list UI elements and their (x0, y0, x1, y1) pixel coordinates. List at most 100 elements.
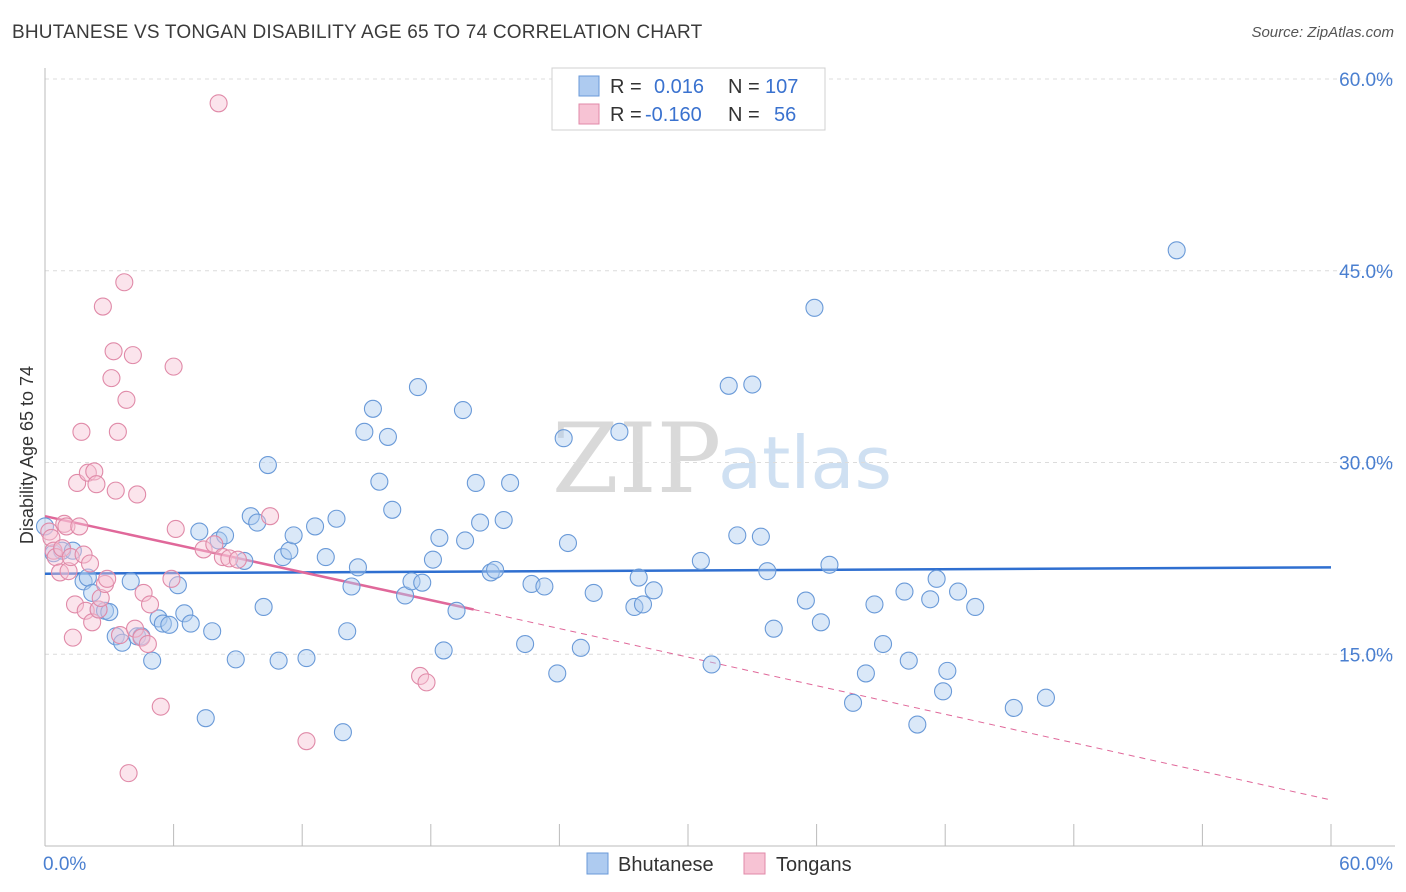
trend-lines (44, 514, 1332, 801)
data-point-tongans (151, 697, 170, 716)
stats-r-value: -0.160 (645, 104, 702, 126)
data-point-bhutanese (921, 590, 940, 609)
data-point-bhutanese (280, 541, 299, 560)
data-point-tongans (106, 481, 125, 500)
data-point-tongans (117, 390, 136, 409)
data-point-bhutanese (316, 548, 335, 567)
data-point-bhutanese (805, 298, 824, 317)
tick-labels: 15.0% 30.0% 45.0% 60.0% 0.0% 60.0% (43, 70, 1393, 875)
data-point-bhutanese (273, 548, 292, 567)
data-point-tongans (87, 475, 106, 494)
data-point-bhutanese (820, 555, 839, 574)
data-point-bhutanese (843, 693, 863, 712)
legend: Bhutanese Tongans (586, 852, 852, 876)
data-point-tongans (55, 514, 74, 533)
data-point-bhutanese (121, 572, 140, 591)
data-point-bhutanese (434, 641, 453, 660)
data-point-bhutanese (327, 509, 346, 528)
trend-line-bhutanese (44, 566, 1332, 575)
legend-label-tongans[interactable]: Tongans (776, 854, 852, 876)
stats-r-value: 0.016 (654, 76, 704, 98)
legend-swatch-bhutanese (586, 852, 609, 875)
data-point-bhutanese (333, 723, 352, 742)
data-point-bhutanese (571, 638, 590, 657)
data-point-bhutanese (258, 456, 277, 475)
data-point-tongans (162, 569, 181, 588)
data-point-bhutanese (456, 531, 475, 550)
data-point-tongans (93, 297, 112, 316)
data-point-tongans (134, 583, 153, 602)
data-point-bhutanese (1036, 688, 1055, 707)
data-point-tongans (102, 369, 121, 388)
data-point-bhutanese (501, 473, 520, 493)
legend-label-bhutanese[interactable]: Bhutanese (618, 854, 714, 876)
data-point-bhutanese (408, 378, 427, 397)
axes (44, 68, 1395, 847)
trend-line-tongans (44, 514, 474, 611)
data-point-bhutanese (83, 583, 102, 602)
data-point-tongans (205, 535, 224, 554)
stats-n-value: 107 (765, 76, 798, 98)
data-point-bhutanese (758, 562, 777, 581)
data-point-bhutanese (383, 500, 402, 519)
data-point-bhutanese (113, 633, 132, 652)
data-point-bhutanese (494, 510, 513, 530)
data-point-bhutanese (702, 655, 721, 674)
data-point-bhutanese (235, 551, 254, 570)
data-point-bhutanese (447, 601, 466, 620)
data-point-bhutanese (535, 577, 554, 596)
data-point-bhutanese (370, 472, 389, 491)
data-point-bhutanese (719, 376, 738, 395)
data-point-bhutanese (629, 568, 648, 587)
data-point-tongans (194, 540, 213, 559)
data-point-tongans (74, 545, 93, 564)
data-point-tongans (115, 273, 134, 292)
data-point-tongans (209, 94, 228, 113)
data-point-bhutanese (743, 375, 762, 394)
data-point-bhutanese (1167, 241, 1186, 260)
data-point-bhutanese (751, 527, 770, 546)
data-point-bhutanese (934, 682, 953, 701)
data-point-tongans (72, 422, 91, 441)
data-point-bhutanese (927, 569, 946, 588)
watermark-zip: ZIP (552, 403, 721, 515)
data-point-bhutanese (226, 650, 245, 669)
data-point-bhutanese (181, 614, 200, 633)
data-point-bhutanese (378, 427, 397, 446)
data-point-tongans (76, 601, 95, 620)
data-point-tongans (89, 600, 108, 619)
data-point-bhutanese (466, 473, 485, 493)
data-point-bhutanese (306, 517, 325, 536)
data-point-tongans (123, 346, 142, 365)
data-point-bhutanese (338, 622, 357, 641)
data-point-bhutanese (610, 422, 629, 441)
stats-swatch-bhutanese (578, 75, 600, 97)
legend-swatch-tongans (743, 852, 766, 875)
data-point-tongans (132, 628, 151, 647)
data-point-tongans (108, 422, 127, 441)
data-point-bhutanese (196, 709, 215, 728)
data-point-bhutanese (100, 603, 119, 622)
data-point-bhutanese (423, 550, 442, 569)
stats-n-value: 56 (774, 104, 796, 126)
data-point-bhutanese (908, 715, 927, 734)
data-point-bhutanese (691, 551, 710, 570)
data-point-bhutanese (554, 429, 573, 448)
data-point-bhutanese (811, 613, 830, 632)
trend-line-tongans-extended (473, 609, 1332, 801)
source-label: Source: ZipAtlas.com (1251, 24, 1394, 41)
data-point-bhutanese (143, 651, 162, 670)
data-point-bhutanese (895, 582, 914, 601)
y-tick-label: 15.0% (1339, 645, 1393, 666)
series-tongans (40, 94, 436, 783)
data-point-bhutanese (558, 533, 578, 553)
data-point-bhutanese (175, 604, 194, 623)
data-point-bhutanese (856, 664, 875, 683)
data-point-bhutanese (938, 661, 957, 680)
data-point-bhutanese (865, 595, 884, 614)
stats-n-label: N = (728, 76, 760, 98)
data-point-bhutanese (413, 573, 432, 592)
data-point-tongans (59, 562, 78, 581)
data-point-tongans (228, 550, 247, 569)
data-point-bhutanese (584, 583, 603, 602)
